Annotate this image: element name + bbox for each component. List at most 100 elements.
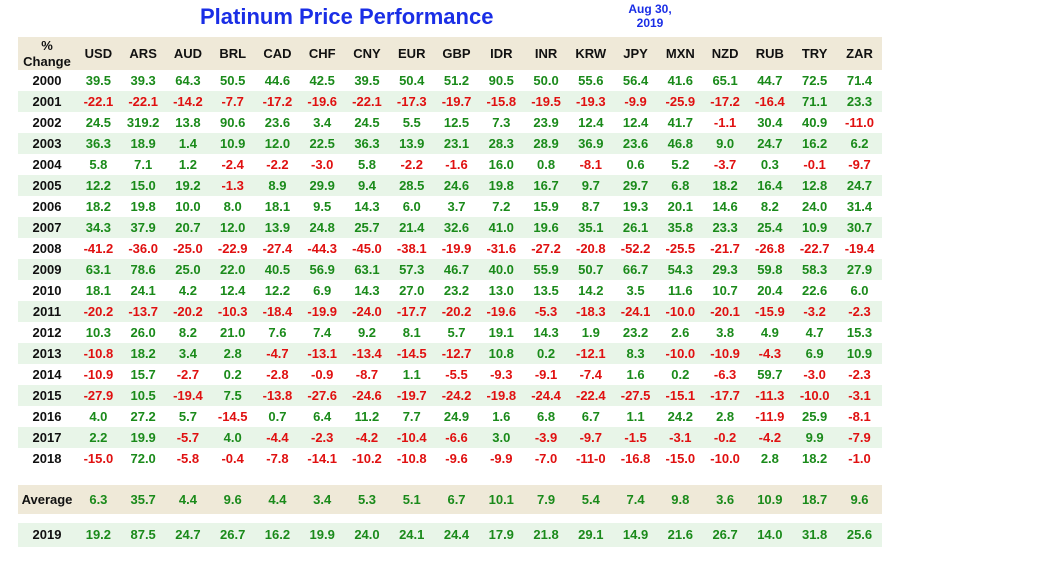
cell-rub: 10.9 <box>747 485 793 514</box>
cell-krw: -22.4 <box>568 385 614 406</box>
cell-mxn: -3.1 <box>657 427 703 448</box>
cell-eur: -14.5 <box>389 343 435 364</box>
cell-usd: 5.8 <box>76 154 121 175</box>
cell-try: 72.5 <box>792 70 838 91</box>
cell-eur: 57.3 <box>389 259 435 280</box>
cell-idr: 19.8 <box>478 175 524 196</box>
cell-usd: -10.9 <box>76 364 121 385</box>
cell-zar: -2.3 <box>837 301 882 322</box>
cell-ars: 15.0 <box>120 175 166 196</box>
row-label: 2007 <box>18 217 76 238</box>
cell-gbp: 24.4 <box>434 523 479 547</box>
cell-aud: 3.4 <box>165 343 211 364</box>
cell-ars: 7.1 <box>120 154 166 175</box>
cell-cny: 25.7 <box>344 217 390 238</box>
table-row: 2018 -15.0 72.0 -5.8 -0.4 -7.8 -14.1 -10.2 -10.8… <box>18 448 882 469</box>
cell-nzd: 29.3 <box>702 259 748 280</box>
cell-idr: 16.0 <box>478 154 524 175</box>
cell-ars: 18.2 <box>120 343 166 364</box>
cell-mxn: -10.0 <box>657 301 703 322</box>
table-row: 2016 4.0 27.2 5.7 -14.5 0.7 6.4 11.2 7.7 24.9 1.6 6… <box>18 406 882 427</box>
cell-eur: -19.7 <box>389 385 435 406</box>
cell-try: -0.1 <box>792 154 838 175</box>
cell-eur: -38.1 <box>389 238 435 259</box>
cell-krw: 36.9 <box>568 133 614 154</box>
cell-cny: 36.3 <box>344 133 390 154</box>
cell-cad: -2.2 <box>255 154 300 175</box>
cell-zar: -8.1 <box>837 406 882 427</box>
cell-eur: 50.4 <box>389 70 435 91</box>
cell-try: 40.9 <box>792 112 838 133</box>
cell-chf: -19.6 <box>299 91 345 112</box>
cell-cny: 24.5 <box>344 112 390 133</box>
cell-gbp: 23.2 <box>434 280 479 301</box>
row-label: 2016 <box>18 406 76 427</box>
cell-krw: 35.1 <box>568 217 614 238</box>
cell-jpy: -52.2 <box>613 238 658 259</box>
table-row: 2002 24.5 319.2 13.8 90.6 23.6 3.4 24.5 5.5 12.5 7… <box>18 112 882 133</box>
cell-brl: -1.3 <box>210 175 256 196</box>
row-label: 2002 <box>18 112 76 133</box>
cell-mxn: 5.2 <box>657 154 703 175</box>
cell-nzd: 10.7 <box>702 280 748 301</box>
row-label: Average <box>18 485 76 514</box>
cell-eur: -10.8 <box>389 448 435 469</box>
cell-mxn: -25.9 <box>657 91 703 112</box>
cell-gbp: 24.9 <box>434 406 479 427</box>
cell-rub: 14.0 <box>747 523 793 547</box>
cell-brl: 22.0 <box>210 259 256 280</box>
cell-idr: -19.8 <box>478 385 524 406</box>
table-row: 2006 18.2 19.8 10.0 8.0 18.1 9.5 14.3 6.0 3.7 7.2 1… <box>18 196 882 217</box>
column-header-gbp: GBP <box>434 37 479 70</box>
cell-zar: -1.0 <box>837 448 882 469</box>
cell-brl: -14.5 <box>210 406 256 427</box>
cell-cny: -10.2 <box>344 448 390 469</box>
cell-jpy: -16.8 <box>613 448 658 469</box>
cell-gbp: 51.2 <box>434 70 479 91</box>
table-body: 2000 39.5 39.3 64.3 50.5 44.6 42.5 39.5 50.4 51.2… <box>18 70 882 547</box>
cell-brl: 90.6 <box>210 112 256 133</box>
cell-chf: 3.4 <box>299 112 345 133</box>
table-row: 2010 18.1 24.1 4.2 12.4 12.2 6.9 14.3 27.0 23.2 13… <box>18 280 882 301</box>
cell-aud: -14.2 <box>165 91 211 112</box>
cell-krw: 14.2 <box>568 280 614 301</box>
cell-aud: -5.7 <box>165 427 211 448</box>
cell-try: -3.2 <box>792 301 838 322</box>
cell-nzd: -3.7 <box>702 154 748 175</box>
cell-krw: -19.3 <box>568 91 614 112</box>
cell-usd: -22.1 <box>76 91 121 112</box>
cell-brl: 2.8 <box>210 343 256 364</box>
cell-mxn: 20.1 <box>657 196 703 217</box>
cell-cny: -24.0 <box>344 301 390 322</box>
cell-cad: 13.9 <box>255 217 300 238</box>
cell-eur: 5.1 <box>389 485 435 514</box>
column-header-try: TRY <box>792 37 838 70</box>
column-header-brl: BRL <box>210 37 256 70</box>
cell-cny: -8.7 <box>344 364 390 385</box>
row-label: 2005 <box>18 175 76 196</box>
cell-ars: 27.2 <box>120 406 166 427</box>
column-header-inr: INR <box>523 37 569 70</box>
date-line-1: Aug 30, <box>628 2 672 16</box>
cell-cny: 63.1 <box>344 259 390 280</box>
cell-eur: -10.4 <box>389 427 435 448</box>
cell-zar: 71.4 <box>837 70 882 91</box>
table-row: 2017 2.2 19.9 -5.7 4.0 -4.4 -2.3 -4.2 -10.4 -6.6 3… <box>18 427 882 448</box>
cell-eur: 24.1 <box>389 523 435 547</box>
cell-zar: 27.9 <box>837 259 882 280</box>
cell-jpy: 3.5 <box>613 280 658 301</box>
column-header-ars: ARS <box>120 37 166 70</box>
cell-jpy: 7.4 <box>613 485 658 514</box>
cell-cad: 18.1 <box>255 196 300 217</box>
cell-eur: -17.3 <box>389 91 435 112</box>
cell-chf: 42.5 <box>299 70 345 91</box>
cell-ars: -22.1 <box>120 91 166 112</box>
cell-jpy: 26.1 <box>613 217 658 238</box>
cell-cad: -18.4 <box>255 301 300 322</box>
cell-inr: 19.6 <box>523 217 569 238</box>
column-header-mxn: MXN <box>657 37 703 70</box>
cell-inr: 0.8 <box>523 154 569 175</box>
column-header-cad: CAD <box>255 37 300 70</box>
cell-rub: -4.3 <box>747 343 793 364</box>
cell-zar: 30.7 <box>837 217 882 238</box>
